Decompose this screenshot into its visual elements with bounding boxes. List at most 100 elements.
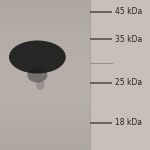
Bar	[0, 141, 90, 142]
Bar	[0, 8, 90, 9]
Bar	[0, 69, 90, 70]
Bar	[0, 88, 90, 90]
Bar	[0, 112, 90, 114]
Bar	[0, 106, 90, 108]
Bar	[0, 22, 90, 24]
Bar	[0, 54, 90, 56]
Bar	[0, 138, 90, 140]
Bar	[0, 99, 90, 100]
Bar	[0, 32, 90, 33]
Bar	[0, 82, 90, 84]
Bar	[0, 26, 90, 27]
Bar	[0, 116, 90, 117]
Bar	[0, 12, 90, 14]
Bar	[0, 72, 90, 74]
Bar	[0, 20, 90, 21]
Bar	[0, 134, 90, 135]
Bar	[0, 28, 90, 30]
Ellipse shape	[36, 80, 45, 90]
Bar	[0, 11, 90, 12]
Bar	[0, 18, 90, 20]
Bar	[0, 70, 90, 72]
Text: 35 kDa: 35 kDa	[115, 34, 142, 43]
Bar	[0, 64, 90, 66]
Bar	[0, 0, 90, 150]
Bar	[0, 87, 90, 88]
Bar	[0, 110, 90, 111]
Bar	[0, 9, 90, 11]
Bar	[0, 103, 90, 105]
Bar	[0, 108, 90, 110]
Bar	[0, 30, 90, 31]
Bar	[0, 80, 90, 81]
Bar	[0, 33, 90, 34]
Bar	[0, 142, 90, 144]
Bar	[0, 102, 90, 104]
Bar	[0, 130, 90, 132]
Bar	[0, 90, 90, 92]
Bar	[0, 84, 90, 86]
Bar	[0, 122, 90, 123]
Bar	[0, 111, 90, 112]
Bar	[0, 129, 90, 130]
Bar	[0, 24, 90, 26]
Bar	[0, 2, 90, 3]
Bar	[0, 123, 90, 124]
Bar	[0, 36, 90, 38]
Text: 45 kDa: 45 kDa	[115, 8, 142, 16]
Bar	[0, 140, 90, 141]
Bar	[0, 92, 90, 93]
Bar	[0, 39, 90, 40]
Bar	[0, 120, 90, 122]
Bar	[0, 56, 90, 57]
Bar	[0, 132, 90, 134]
Bar	[0, 3, 90, 4]
Bar	[0, 51, 90, 52]
Bar	[0, 75, 90, 76]
Bar	[0, 93, 90, 94]
Bar	[0, 74, 90, 75]
Bar	[0, 117, 90, 118]
Bar	[0, 6, 90, 8]
Bar	[0, 57, 90, 58]
Bar	[0, 42, 90, 44]
Bar	[0, 0, 90, 2]
Bar	[0, 66, 90, 68]
Bar	[0, 50, 90, 51]
Ellipse shape	[9, 40, 66, 74]
Bar	[0, 14, 90, 15]
Bar	[112, 0, 150, 150]
Bar	[0, 98, 90, 99]
Ellipse shape	[27, 68, 47, 82]
Bar	[0, 46, 90, 48]
Bar	[0, 118, 90, 120]
Bar	[0, 4, 90, 6]
Bar	[0, 44, 90, 45]
Bar	[0, 100, 90, 102]
Bar	[0, 128, 90, 129]
Bar	[0, 76, 90, 78]
Bar	[0, 16, 90, 18]
Bar	[0, 146, 90, 147]
Bar	[0, 85, 90, 87]
Bar	[0, 45, 90, 46]
Bar	[0, 34, 90, 36]
Bar	[0, 58, 90, 60]
Bar	[0, 124, 90, 126]
Bar	[0, 27, 90, 28]
Bar	[0, 144, 90, 146]
Bar	[0, 114, 90, 116]
Bar	[0, 63, 90, 64]
Bar	[0, 81, 90, 82]
Bar	[0, 68, 90, 69]
Bar	[0, 126, 90, 128]
Bar	[0, 136, 90, 138]
Bar	[0, 48, 90, 50]
Bar	[0, 148, 90, 150]
Text: 25 kDa: 25 kDa	[115, 78, 142, 87]
Bar	[0, 52, 90, 54]
Bar	[0, 61, 90, 63]
Bar	[0, 15, 90, 16]
Bar	[0, 135, 90, 136]
Text: 18 kDa: 18 kDa	[115, 118, 142, 127]
